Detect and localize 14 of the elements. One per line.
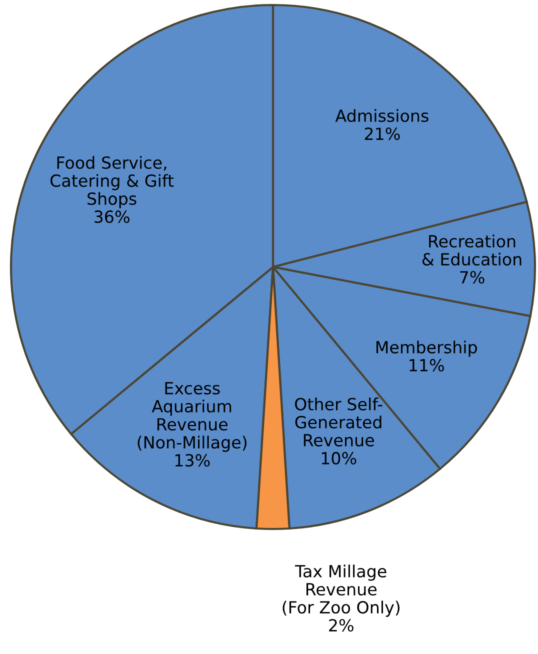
slice-label: Food Service, Catering & Gift Shops [50,156,174,208]
slice-label: Tax Millage Revenue (For Zoo Only) [282,564,400,617]
data-label: 21% [364,127,400,140]
slice-label: Membership [376,340,477,357]
data-label: 36% [94,210,130,224]
slice-label: Recreation & Education [422,234,522,266]
data-label: 11% [410,358,444,372]
slice-label: Admissions [335,109,428,122]
data-label: 13% [175,454,210,467]
data-label: 7% [460,271,484,284]
data-label: 10% [322,452,356,465]
slice-label: Excess Aquarium Revenue (Non-Millage) [138,382,246,452]
data-label: 2% [329,619,354,632]
slice-label: Other Self- Generated Revenue [294,398,382,446]
